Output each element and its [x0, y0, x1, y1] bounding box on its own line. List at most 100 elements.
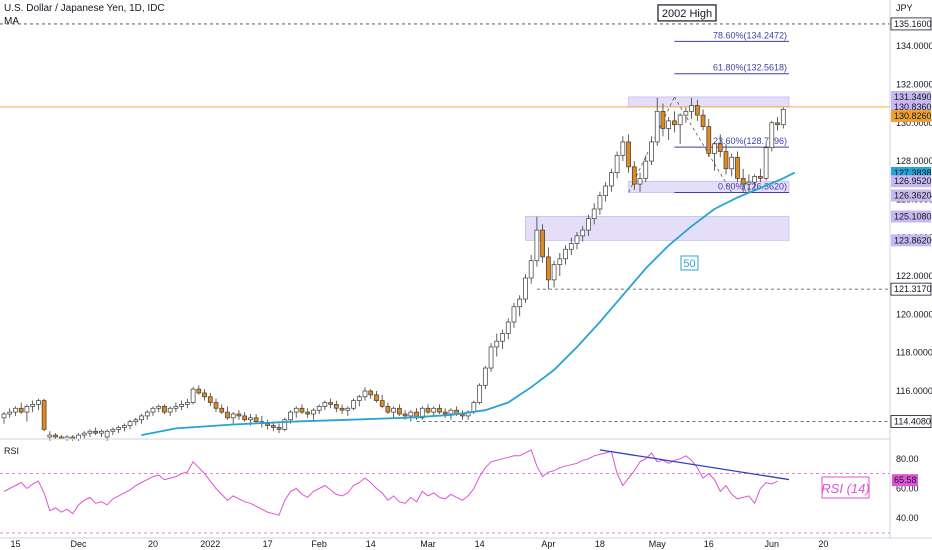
candle-body	[700, 114, 706, 127]
candle-body	[219, 407, 225, 413]
rsi-line	[3, 449, 778, 516]
candle-body	[683, 110, 689, 116]
candle-body	[276, 427, 282, 430]
candle-body	[18, 407, 24, 413]
price-tag-text: 126.9520	[894, 176, 932, 186]
time-tick-label: 15	[10, 539, 20, 549]
rsi-caption-box	[821, 476, 870, 499]
candle-body	[311, 409, 316, 415]
support-resistance-zone	[628, 96, 790, 108]
candle-body	[545, 256, 551, 281]
candle-body	[677, 114, 683, 126]
candle-body	[746, 181, 752, 185]
time-tick-label: 14	[475, 539, 485, 549]
candles	[1, 97, 786, 441]
candle-body	[47, 434, 53, 438]
candle-body	[293, 407, 299, 413]
price-tag	[891, 234, 931, 247]
candle-body	[597, 195, 603, 210]
candle-body	[368, 390, 374, 396]
candle-body	[339, 407, 345, 411]
candle-body	[511, 306, 517, 323]
candle-body	[41, 400, 47, 430]
candle-body	[104, 430, 110, 438]
candle-body	[190, 388, 196, 403]
candle-body	[265, 423, 270, 426]
candle-body	[574, 235, 580, 244]
candle-body	[207, 396, 213, 403]
candle-body	[76, 434, 81, 440]
price-tag	[890, 415, 932, 428]
ma-50-box	[680, 255, 699, 271]
candle-body	[631, 166, 637, 185]
candle-body	[133, 419, 139, 423]
price-tag	[891, 109, 931, 122]
candle-body	[775, 122, 780, 126]
candle-body	[523, 277, 528, 300]
candle-body	[7, 411, 13, 415]
candle-body	[116, 427, 121, 430]
price-tag-text: 114.4080	[894, 417, 931, 427]
rsi-panel-label: RSI	[4, 446, 19, 456]
candle-body	[1, 413, 7, 419]
candle-body	[672, 120, 677, 126]
candle-body	[637, 177, 643, 185]
candle-body	[345, 407, 351, 411]
time-tick-label: Feb	[311, 539, 327, 549]
rsi-trendline	[599, 449, 790, 481]
candle-body	[110, 428, 116, 432]
annotations: 2002 High 50 RSI (14)	[657, 4, 870, 499]
candle-body	[729, 156, 735, 170]
price-tag-text: 123.8620	[894, 235, 932, 245]
levels: 78.60%(134.2472) 61.80%(132.5618) 23.60%(1…	[0, 23, 890, 422]
candle-body	[36, 400, 41, 405]
candle-body	[471, 402, 477, 413]
candle-body	[482, 367, 488, 386]
candle-body	[13, 407, 18, 413]
candle-body	[402, 413, 408, 417]
candle-body	[563, 248, 568, 260]
price-tag-text: 127.3838	[894, 168, 932, 178]
candle-body	[305, 411, 311, 415]
price-tick-label: 132.0000	[896, 79, 932, 89]
candle-body	[654, 110, 660, 143]
candle-body	[167, 407, 173, 413]
candle-body	[603, 185, 609, 196]
candle-body	[30, 404, 35, 407]
price-tag-text: 126.3620	[894, 190, 932, 200]
candle-body	[185, 402, 190, 405]
time-tick-label: 20	[818, 539, 828, 549]
candle-body	[230, 413, 236, 419]
candle-body	[431, 407, 437, 413]
candle-body	[397, 407, 402, 415]
candle-body	[626, 141, 631, 168]
candle-body	[351, 400, 356, 409]
candle-body	[374, 394, 379, 401]
price-tag-text: 121.3170	[894, 284, 932, 294]
price-tick-label: 118.0000	[896, 348, 932, 358]
candle-body	[179, 404, 184, 407]
candle-body	[53, 434, 58, 438]
candle-body	[202, 392, 207, 398]
candle-body	[299, 407, 305, 413]
price-tag	[891, 90, 931, 103]
candle-body	[282, 419, 288, 430]
candle-body	[591, 208, 597, 219]
candle-body	[150, 407, 156, 413]
price-tick-label: 120.0000	[896, 309, 932, 319]
rsi-tick-label: 80.00	[896, 454, 919, 464]
candle-body	[81, 432, 87, 436]
fib-level-label: 61.80%(132.5618)	[713, 63, 787, 73]
time-tick-label: 20	[148, 539, 158, 549]
candle-body	[620, 141, 626, 156]
candle-body	[586, 218, 591, 231]
candle-body	[568, 243, 574, 250]
candle-body	[500, 333, 505, 342]
time-tick-label: Apr	[541, 539, 555, 549]
price-tag-text: 131.3490	[894, 92, 932, 102]
candle-body	[379, 400, 385, 407]
candle-body	[121, 425, 127, 428]
candle-body	[362, 390, 368, 398]
candle-body	[391, 407, 396, 413]
